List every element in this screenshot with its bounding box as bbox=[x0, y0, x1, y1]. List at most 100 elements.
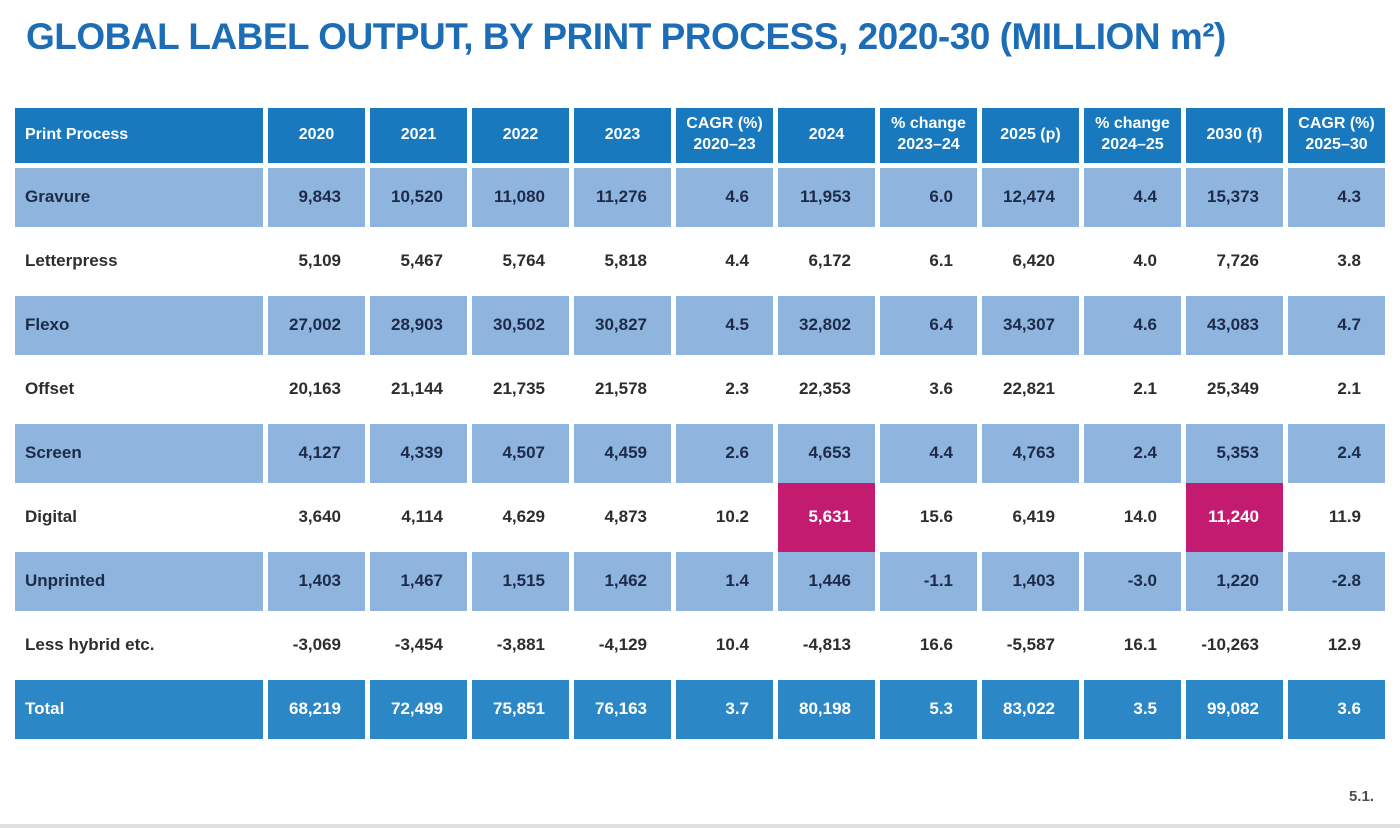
table-row: Digital 3,640 4,114 4,629 4,873 10.2 5,631 15.6… bbox=[15, 487, 1385, 547]
table-row: Gravure 9,843 10,520 11,080 11,276 4.6 11,953 6… bbox=[15, 167, 1385, 227]
highlighted-data-cell: 11,240 bbox=[1186, 487, 1283, 547]
data-cell: 6.4 bbox=[880, 295, 977, 355]
data-cell: 5,818 bbox=[604, 251, 647, 271]
data-cell: 32,802 bbox=[778, 295, 875, 355]
row-label: Gravure bbox=[15, 167, 263, 227]
data-cell: 4,653 bbox=[778, 423, 875, 483]
header-cell: CAGR (%) 2025–30 bbox=[1288, 107, 1385, 163]
row-label: Letterpress bbox=[25, 251, 118, 271]
header-cell: 2021 bbox=[370, 107, 467, 163]
row-label: Flexo bbox=[15, 295, 263, 355]
data-cell: 7,726 bbox=[1216, 251, 1259, 271]
data-cell: 4.0 bbox=[1133, 251, 1157, 271]
data-cell: 6,420 bbox=[1012, 251, 1055, 271]
data-cell: 1,467 bbox=[370, 551, 467, 611]
data-cell: 4.6 bbox=[1084, 295, 1181, 355]
data-cell: 2.3 bbox=[725, 379, 749, 399]
data-cell: 3.6 bbox=[929, 379, 953, 399]
data-cell: 6.0 bbox=[880, 167, 977, 227]
data-cell: 1,403 bbox=[982, 551, 1079, 611]
table-row: Unprinted 1,403 1,467 1,515 1,462 1.4 1,446 -1.… bbox=[15, 551, 1385, 611]
data-cell: 4,507 bbox=[472, 423, 569, 483]
data-cell: -2.8 bbox=[1288, 551, 1385, 611]
data-cell: 5,109 bbox=[298, 251, 341, 271]
header-cell: 2030 (f) bbox=[1186, 107, 1283, 163]
data-cell: 1,462 bbox=[574, 551, 671, 611]
data-cell: 11,080 bbox=[472, 167, 569, 227]
header-cell: CAGR (%) 2020–23 bbox=[676, 107, 773, 163]
data-cell: 5,467 bbox=[400, 251, 443, 271]
data-cell: 2.6 bbox=[676, 423, 773, 483]
data-cell: 21,144 bbox=[391, 379, 443, 399]
data-cell: -3,069 bbox=[292, 635, 341, 655]
data-cell: 2.1 bbox=[1337, 379, 1361, 399]
header-cell: % change 2024–25 bbox=[1084, 107, 1181, 163]
header-cell: 2024 bbox=[778, 107, 875, 163]
data-cell: 12,474 bbox=[982, 167, 1079, 227]
data-cell: 12.9 bbox=[1327, 635, 1361, 655]
header-cell: 2022 bbox=[472, 107, 569, 163]
data-cell: 10,520 bbox=[370, 167, 467, 227]
row-label: Digital bbox=[25, 507, 77, 527]
data-cell: 4,763 bbox=[982, 423, 1079, 483]
data-cell: -3,454 bbox=[394, 635, 443, 655]
data-cell: 11,953 bbox=[778, 167, 875, 227]
data-cell: 76,163 bbox=[574, 679, 671, 739]
data-cell: 16.1 bbox=[1123, 635, 1157, 655]
data-cell: 21,578 bbox=[595, 379, 647, 399]
data-cell: 4.4 bbox=[880, 423, 977, 483]
header-cell: 2025 (p) bbox=[982, 107, 1079, 163]
data-cell: 75,851 bbox=[472, 679, 569, 739]
data-cell: -1.1 bbox=[880, 551, 977, 611]
slide-number: 5.1. bbox=[1348, 788, 1374, 805]
data-cell: 1.4 bbox=[676, 551, 773, 611]
row-label: Screen bbox=[15, 423, 263, 483]
data-cell: 5.3 bbox=[880, 679, 977, 739]
data-cell: 4,127 bbox=[268, 423, 365, 483]
data-cell: 9,843 bbox=[268, 167, 365, 227]
row-label: Unprinted bbox=[15, 551, 263, 611]
data-cell: 4,459 bbox=[574, 423, 671, 483]
data-cell: 3,640 bbox=[298, 507, 341, 527]
data-cell: 10.2 bbox=[715, 507, 749, 527]
data-cell: 99,082 bbox=[1186, 679, 1283, 739]
data-cell: 72,499 bbox=[370, 679, 467, 739]
data-cell: 11,276 bbox=[574, 167, 671, 227]
data-cell: 28,903 bbox=[370, 295, 467, 355]
data-cell: 30,502 bbox=[472, 295, 569, 355]
data-cell: 4.7 bbox=[1288, 295, 1385, 355]
data-cell: 83,022 bbox=[982, 679, 1079, 739]
table-row: Offset 20,163 21,144 21,735 21,578 2.3 22,353 3… bbox=[15, 360, 1385, 419]
table-row: Screen 4,127 4,339 4,507 4,459 2.6 4,653 4.4 4,7… bbox=[15, 423, 1385, 483]
table-row: Less hybrid etc. -3,069 -3,454 -3,881 -4,129… bbox=[15, 616, 1385, 675]
data-cell: 22,821 bbox=[1003, 379, 1055, 399]
table-row: Total 68,219 72,499 75,851 76,163 3.7 80,198 5.… bbox=[15, 679, 1385, 739]
data-cell: 14.0 bbox=[1123, 507, 1157, 527]
page-title: GLOBAL LABEL OUTPUT, BY PRINT PROCESS, 2… bbox=[26, 16, 1226, 57]
data-cell: 80,198 bbox=[778, 679, 875, 739]
data-cell: 4,873 bbox=[604, 507, 647, 527]
slide: GLOBAL LABEL OUTPUT, BY PRINT PROCESS, 2… bbox=[0, 16, 1400, 828]
data-cell: 4.5 bbox=[676, 295, 773, 355]
data-cell: 21,735 bbox=[493, 379, 545, 399]
data-cell: 6,172 bbox=[808, 251, 851, 271]
data-cell: -4,813 bbox=[802, 635, 851, 655]
data-cell: 15,373 bbox=[1186, 167, 1283, 227]
data-cell: 2.1 bbox=[1133, 379, 1157, 399]
data-cell: 4,629 bbox=[502, 507, 545, 527]
table-row: Flexo 27,002 28,903 30,502 30,827 4.5 32,802 6.… bbox=[15, 295, 1385, 355]
data-cell: 4,339 bbox=[370, 423, 467, 483]
data-cell: 4.4 bbox=[1084, 167, 1181, 227]
data-cell: 6,419 bbox=[1012, 507, 1055, 527]
data-cell: 30,827 bbox=[574, 295, 671, 355]
data-cell: 25,349 bbox=[1207, 379, 1259, 399]
data-cell: 4,114 bbox=[401, 507, 443, 527]
data-cell: 1,403 bbox=[268, 551, 365, 611]
data-cell: 1,515 bbox=[472, 551, 569, 611]
header-print-process: Print Process bbox=[15, 107, 263, 163]
data-cell: 16.6 bbox=[919, 635, 953, 655]
data-cell: 2.4 bbox=[1288, 423, 1385, 483]
data-cell: -10,263 bbox=[1201, 635, 1259, 655]
table-body: Gravure 9,843 10,520 11,080 11,276 4.6 11,953 6… bbox=[15, 167, 1385, 739]
data-cell: -3,881 bbox=[496, 635, 545, 655]
